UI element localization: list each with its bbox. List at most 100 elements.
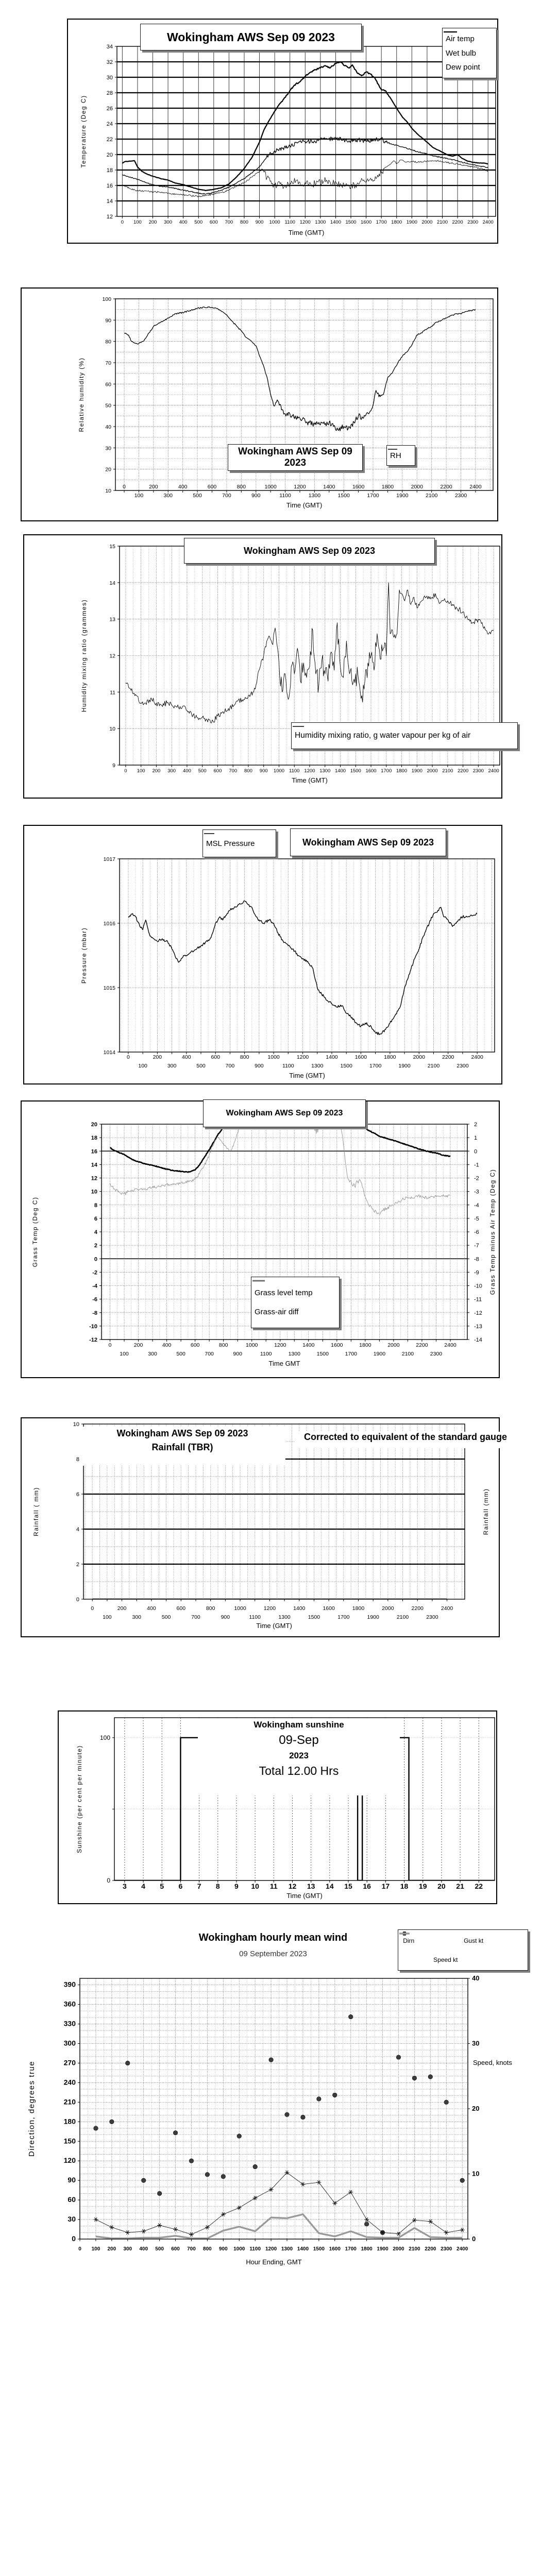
- y-tick-label: 120: [64, 2156, 76, 2164]
- y-tick-label: -2: [92, 1269, 97, 1276]
- x-tick-label: 300: [148, 1351, 157, 1357]
- x-tick-label: 600: [211, 1054, 220, 1060]
- x-tick-label: 600: [208, 484, 217, 490]
- legend-entry: Gust kt: [402, 1931, 523, 1944]
- y-tick-label: 10: [105, 488, 111, 494]
- x-tick-label: 1800: [359, 1342, 371, 1348]
- y-tick-label: -8: [92, 1310, 97, 1316]
- x-tick-label: 1300: [289, 1351, 301, 1357]
- x-tick-label: 700: [187, 2246, 196, 2252]
- chart-title-line: Total 12.00 Hrs: [259, 1764, 339, 1777]
- series-rh: [124, 306, 476, 431]
- x-tick-label: 2300: [467, 219, 478, 225]
- chart-legend: Humidity mixing ratio, g water vapour pe…: [291, 722, 518, 749]
- x-tick-label: 0: [123, 484, 126, 490]
- chart-panel-pressure: 0 100 200 300 400 500 600 700 800 900 1000 1100 1200…: [23, 825, 502, 1084]
- x-tick-label: 300: [132, 1614, 141, 1620]
- x-tick-label: 1000: [246, 1342, 258, 1348]
- chart-title: Wokingham AWS Sep 09 2023: [226, 1109, 343, 1117]
- x-tick-label: 16: [363, 1882, 371, 1890]
- chart-title-box: Wokingham AWS Sep 09 2023: [140, 24, 362, 50]
- series-wet-bulb: [122, 137, 488, 195]
- y-tick-label: 50: [105, 403, 111, 409]
- y-tick-label: 8: [76, 1456, 79, 1463]
- x-tick-label: 300: [167, 1063, 177, 1069]
- y-tick-label: 0: [76, 1597, 79, 1603]
- y-tick-label: 10: [91, 1189, 97, 1195]
- legend-entry: Grass-air diff: [252, 1280, 336, 1316]
- chart-canvas-rainfall: 0100200300400500600700800900100011001200…: [32, 1421, 489, 1630]
- x-tick-label: 2000: [387, 1342, 400, 1348]
- y-tick-label: 80: [105, 339, 111, 345]
- series-msl-pressure: [128, 900, 478, 1036]
- y-tick-label: 100: [100, 1734, 110, 1741]
- x-tick-label: 200: [117, 1605, 127, 1612]
- x-tick-label: 1800: [391, 219, 402, 225]
- x-tick-label: 2300: [441, 2246, 452, 2252]
- legend-label: Air temp: [446, 35, 475, 44]
- y-tick-label: 6: [94, 1216, 97, 1222]
- y2-tick-label: -13: [474, 1324, 482, 1330]
- x-tick-label: 500: [155, 2246, 164, 2252]
- y2-axis-title: Speed, knots: [473, 2059, 512, 2066]
- y-tick-label: 20: [91, 1122, 97, 1128]
- gust-markers: [93, 2170, 465, 2237]
- chart-title-box: Wokingham AWS Sep 09 2023: [290, 828, 446, 856]
- y-tick-label: 24: [107, 121, 113, 127]
- y-tick-label: 180: [64, 2117, 76, 2125]
- x-axis-title: Time (GMT): [286, 501, 323, 509]
- legend-label: Wet bulb: [446, 48, 476, 58]
- chart-canvas-wind: 0 100 200 300 400 500 600 700 800 900 1000 1100 1200…: [27, 1974, 512, 2266]
- chart-panel-wind: 0 100 200 300 400 500 600 700 800 900 1000 1100 1200…: [21, 1927, 531, 2267]
- chart-title: Wokingham AWS Sep 09 2023: [243, 545, 376, 556]
- y2-tick-label: -4: [474, 1202, 479, 1209]
- x-tick-label: 1100: [284, 219, 295, 225]
- x-tick-label: 2300: [430, 1351, 443, 1357]
- legend-entry: Air temp: [444, 31, 493, 44]
- x-tick-label: 1900: [377, 2246, 388, 2252]
- x-tick-label: 1500: [317, 1351, 329, 1357]
- y-axis-title: Humidity mixing ratio (grammes): [80, 599, 88, 712]
- x-tick-label: 900: [221, 1614, 230, 1620]
- x-tick-label: 0: [78, 2246, 81, 2252]
- x-tick-label: 13: [307, 1882, 315, 1890]
- chart-title: Wokingham AWS Sep 09 2023: [238, 446, 352, 468]
- x-tick-label: 1200: [274, 1342, 286, 1348]
- legend-swatch-grass-air-diff: [252, 1280, 265, 1281]
- y2-tick-label: -9: [474, 1269, 479, 1276]
- y-tick-label: 8: [94, 1202, 97, 1209]
- x-tick-label: 7: [197, 1882, 201, 1890]
- series-humidity-mixing-ratio-g-water-vapour-per-kg-of-air: [125, 582, 494, 723]
- x-tick-label: 8: [216, 1882, 220, 1890]
- y2-tick-label: -12: [474, 1310, 482, 1316]
- y2-tick-label: -11: [474, 1297, 482, 1303]
- x-tick-label: 1500: [350, 768, 361, 774]
- y-tick-label: 9: [112, 762, 115, 769]
- x-tick-label: 1800: [352, 1605, 365, 1612]
- y2-tick-label: -5: [474, 1216, 479, 1222]
- chart-title-line: 2023: [289, 1751, 309, 1760]
- legend-label: Grass-air diff: [255, 1308, 299, 1316]
- x-tick-label: 1300: [311, 1063, 324, 1069]
- x-tick-label: 2300: [455, 493, 467, 499]
- y-tick-label: 100: [102, 296, 111, 302]
- x-axis-title: Time (GMT): [289, 229, 325, 236]
- x-tick-label: 2000: [421, 219, 432, 225]
- x-tick-label: 2200: [416, 1342, 428, 1348]
- y-tick-label: 70: [105, 360, 111, 366]
- legend-label: Humidity mixing ratio, g water vapour pe…: [295, 731, 471, 740]
- x-tick-label: 800: [244, 768, 252, 774]
- x-tick-label: 1600: [352, 484, 365, 490]
- x-tick-label: 1000: [267, 1054, 280, 1060]
- x-tick-label: 2200: [458, 768, 468, 774]
- x-tick-label: 9: [234, 1882, 239, 1890]
- x-tick-label: 1300: [309, 493, 321, 499]
- legend-entry: Dew point: [444, 31, 493, 72]
- y-axis-title: Relative humidity (%): [78, 358, 85, 432]
- x-tick-label: 500: [194, 219, 202, 225]
- legend-swatch-rh: [388, 449, 397, 450]
- y-tick-label: 28: [107, 90, 113, 96]
- y-tick-label: 18: [91, 1135, 97, 1141]
- y2-tick-label: -2: [474, 1176, 479, 1182]
- x-tick-label: 400: [178, 484, 188, 490]
